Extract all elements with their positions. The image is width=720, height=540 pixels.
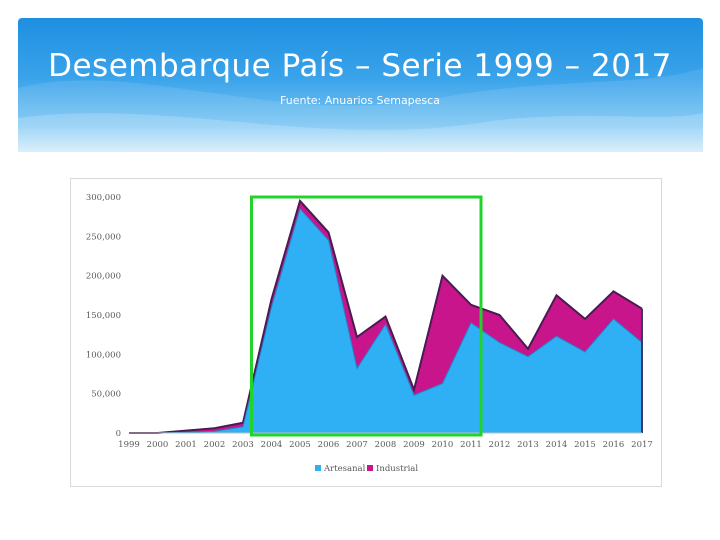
y-tick-label: 150,000 [86, 311, 121, 321]
series-top-edge-industrial [129, 198, 643, 434]
x-tick-label: 2004 [261, 440, 283, 450]
x-tick-label: 2003 [232, 440, 254, 450]
legend-label-industrial: Industrial [376, 464, 418, 474]
y-tick-label: 50,000 [91, 390, 121, 400]
x-tick-label: 2017 [631, 440, 653, 450]
x-tick-label: 2007 [346, 440, 368, 450]
x-tick-label: 2012 [489, 440, 511, 450]
legend-swatch-industrial [367, 465, 373, 471]
x-tick-label: 2008 [375, 440, 397, 450]
y-tick-label: 100,000 [86, 350, 121, 360]
area-chart: 0 50,000 100,000 150,000 200,000 250,000 300,0… [86, 193, 653, 474]
y-tick-label: 0 [116, 429, 121, 439]
slide-subtitle: Fuente: Anuarios Semapesca [280, 94, 440, 107]
x-tick-label: 2000 [147, 440, 169, 450]
x-tick-label: 2005 [289, 440, 311, 450]
slide-title: Desembarque País – Serie 1999 – 2017 [48, 48, 672, 84]
banner-waves [18, 68, 703, 152]
x-tick-label: 2011 [460, 440, 482, 450]
x-tick-label: 2016 [603, 440, 625, 450]
x-tick-label: 2002 [204, 440, 226, 450]
x-tick-label: 2010 [432, 440, 454, 450]
x-tick-label: 2009 [403, 440, 425, 450]
y-tick-label: 300,000 [86, 193, 121, 203]
y-tick-label: 250,000 [86, 232, 121, 242]
chart-frame: 0 50,000 100,000 150,000 200,000 250,000 300,0… [70, 178, 662, 487]
x-tick-label: 2013 [517, 440, 539, 450]
legend-label-artesanal: Artesanal [323, 464, 366, 474]
series-area-artesanal [129, 208, 642, 433]
highlight-box [250, 195, 483, 437]
series-top-edge-artesanal [129, 207, 643, 434]
x-tick-label: 2001 [175, 440, 197, 450]
x-tick-label: 1999 [118, 440, 140, 450]
x-tick-label: 2015 [574, 440, 596, 450]
x-tick-label: 2014 [546, 440, 568, 450]
x-tick-label: 2006 [318, 440, 340, 450]
legend-swatch-artesanal [315, 465, 321, 471]
y-tick-label: 200,000 [86, 272, 121, 282]
title-banner [18, 18, 703, 152]
